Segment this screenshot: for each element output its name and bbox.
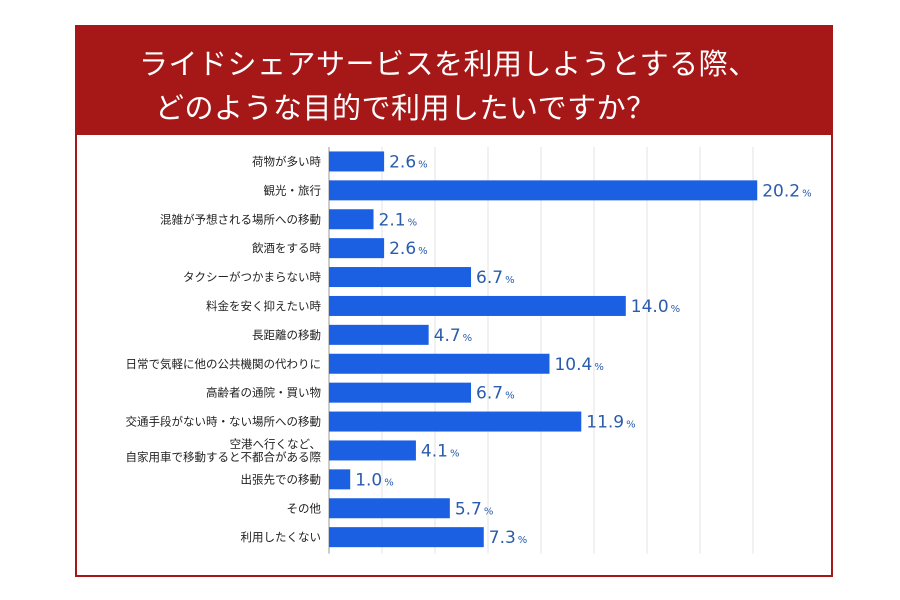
- value-label: 6.7%: [476, 384, 515, 404]
- chart-title-line-1: ライドシェアサービスを利用しようとする際、: [139, 47, 758, 81]
- bar: [329, 238, 385, 259]
- category-label: 日常で気軽に他の公共機関の代わりに: [126, 357, 322, 371]
- category-label: 荷物が多い時: [252, 154, 321, 168]
- category-label: 自家用車で移動すると不都合がある際: [126, 450, 322, 464]
- value-label: 11.9%: [586, 413, 635, 433]
- category-label: 飲酒をする時: [252, 241, 321, 255]
- bar: [329, 209, 374, 230]
- value-label: 5.7%: [455, 499, 494, 519]
- bar: [329, 180, 758, 201]
- value-label: 2.6%: [389, 152, 428, 172]
- category-label: 高齢者の通院・買い物: [206, 386, 321, 400]
- bar: [329, 295, 626, 316]
- value-label: 2.6%: [389, 239, 428, 259]
- category-label: 出張先での移動: [241, 472, 322, 486]
- value-label: 1.0%: [355, 470, 394, 490]
- category-label: 交通手段がない時・ない場所への移動: [126, 415, 322, 429]
- category-label: 料金を安く抑えたい時: [206, 299, 321, 313]
- chart-frame: ライドシェアサービスを利用しようとする際、 どのような目的で利用したいですか？: [75, 25, 833, 577]
- category-label: 混雑が予想される場所への移動: [160, 212, 321, 226]
- value-label: 10.4%: [554, 355, 603, 375]
- bar: [329, 324, 429, 345]
- bar: [329, 353, 550, 374]
- category-label: タクシーがつかまらない時: [183, 270, 321, 284]
- bar: [329, 411, 582, 432]
- chart-title-line-2: どのような目的で利用したいですか？: [155, 91, 656, 125]
- bar: [329, 440, 416, 461]
- category-label: 空港へ行くなど、: [230, 437, 321, 451]
- value-label: 6.7%: [476, 268, 515, 288]
- title-band: ライドシェアサービスを利用しようとする際、 どのような目的で利用したいですか？: [77, 27, 831, 135]
- value-label: 14.0%: [631, 297, 680, 317]
- category-label: 長距離の移動: [252, 328, 321, 342]
- bar: [329, 151, 385, 172]
- value-label: 4.1%: [421, 441, 460, 461]
- value-label: 2.1%: [379, 210, 418, 230]
- category-label: 観光・旅行: [264, 183, 322, 197]
- value-label: 20.2%: [762, 181, 811, 201]
- bar: [329, 527, 484, 548]
- bar: [329, 498, 450, 519]
- category-label: 利用したくない: [241, 530, 322, 544]
- value-label: 4.7%: [434, 326, 473, 346]
- category-label: その他: [287, 501, 322, 515]
- bar: [329, 267, 472, 288]
- bar: [329, 469, 351, 490]
- bar: [329, 382, 472, 403]
- value-label: 7.3%: [489, 528, 528, 548]
